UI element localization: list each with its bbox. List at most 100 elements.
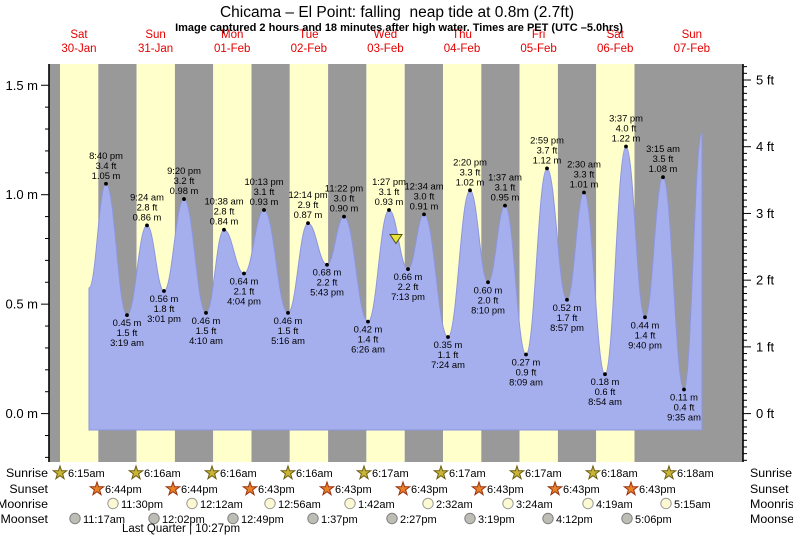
sunset-time: 6:43pm — [411, 484, 448, 496]
moonrise-time: 4:19am — [596, 499, 633, 511]
right-tick-label: 1 ft — [756, 339, 774, 354]
tide-high-dot — [145, 223, 149, 228]
sunset-time: 6:43pm — [335, 484, 372, 496]
tide-low-label: 3:01 pm — [147, 313, 181, 324]
left-tick-label: 1.0 m — [5, 187, 38, 202]
tide-low-label: 1.7 ft — [557, 312, 578, 323]
moonrise-time: 2:32am — [436, 499, 473, 511]
tide-low-dot — [565, 297, 569, 302]
moonrise-circle — [582, 497, 594, 510]
tide-low-label: 8:09 am — [509, 376, 543, 387]
sunset-time: 6:43pm — [258, 484, 295, 496]
tide-high-label: 3.1 ft — [254, 186, 275, 197]
day-name-label: Sat — [607, 29, 625, 41]
tide-high-dot — [468, 188, 472, 193]
sunrise-caption-right: Sunrise — [750, 466, 792, 480]
moonset-caption-right: Moonset — [750, 512, 793, 526]
day-date-label: 07-Feb — [674, 43, 710, 55]
tide-high-label: 12:14 pm — [288, 189, 327, 200]
moonset-time: 11:17am — [83, 514, 125, 526]
night-band — [49, 64, 60, 462]
tide-high-label: 3.2 ft — [174, 175, 195, 186]
tide-high-dot — [503, 203, 507, 208]
tide-low-label: 0.60 m — [474, 284, 503, 295]
chart-subtitle: Image captured 2 hours and 18 minutes af… — [175, 22, 623, 34]
tide-low-label: 6:26 am — [351, 344, 385, 355]
day-date-label: 31-Jan — [138, 43, 173, 55]
right-tick-label: 4 ft — [756, 139, 774, 154]
day-name-label: Sun — [145, 29, 165, 41]
day-name-label: Tue — [299, 29, 318, 41]
tide-low-label: 0.68 m — [313, 267, 342, 278]
tide-low-label: 0.35 m — [434, 339, 463, 350]
right-tick-label: 0 ft — [756, 406, 774, 421]
tide-low-dot — [242, 271, 246, 276]
tide-high-label: 1:27 pm — [372, 176, 406, 187]
sunrise-star — [584, 464, 602, 480]
day-date-label: 30-Jan — [61, 43, 96, 55]
day-date-label: 01-Feb — [214, 43, 250, 55]
tide-low-label: 1.5 ft — [196, 325, 217, 336]
sunset-star — [394, 480, 412, 496]
tide-low-label: 8:10 pm — [471, 304, 505, 315]
tide-high-label: 2.8 ft — [137, 201, 158, 212]
moonset-circle — [621, 512, 633, 525]
tide-high-dot — [222, 227, 226, 232]
tide-high-dot — [387, 208, 391, 212]
sunrise-time: 6:15am — [68, 468, 105, 480]
left-tick-label: 1.5 m — [5, 78, 38, 93]
tide-low-dot — [524, 352, 528, 357]
tide-high-label: 10:13 pm — [244, 176, 283, 187]
moonrise-time: 5:15am — [674, 499, 711, 511]
moonset-time: 4:12pm — [556, 514, 593, 526]
moonrise-caption-right: Moonrise — [750, 497, 793, 511]
sunset-time: 6:43pm — [487, 484, 524, 496]
moonrise-circle — [344, 497, 356, 510]
moonset-circle — [148, 512, 160, 525]
tide-high-label: 0.98 m — [170, 185, 199, 196]
tide-high-label: 3:15 am — [646, 143, 680, 154]
sunrise-time: 6:16am — [144, 468, 181, 480]
sunrise-star — [508, 464, 526, 480]
tide-high-label: 3.5 ft — [653, 153, 674, 164]
moonrise-time: 11:30pm — [121, 499, 163, 511]
day-date-label: 02-Feb — [291, 43, 327, 55]
tide-low-label: 0.4 ft — [674, 402, 695, 413]
day-labels-layer: Sat 30-Jan Sun 31-Jan Mon 01-Feb Tue 02-Feb Wed 0… — [61, 29, 710, 55]
day-name-label: Wed — [374, 29, 397, 41]
tide-low-label: 0.11 m — [670, 392, 698, 403]
tide-low-label: 0.46 m — [192, 315, 221, 326]
day-date-label: 03-Feb — [367, 43, 403, 55]
moonset-circle — [69, 512, 81, 525]
tide-low-dot — [446, 335, 450, 339]
sunrise-star — [432, 464, 450, 480]
sunset-star — [470, 480, 488, 496]
tide-high-dot — [182, 197, 186, 201]
tide-low-label: 2.2 ft — [398, 281, 419, 292]
moonrise-circle — [422, 497, 434, 510]
chart-title: Chicama – El Point: falling neap tide at… — [220, 4, 574, 21]
tide-high-label: 3.0 ft — [334, 193, 355, 204]
astro-rows-layer: 6:15am 6:16am 6:16am 6:16am 6:17am 6:17am 6:17… — [51, 464, 714, 526]
tide-low-label: 4:04 pm — [227, 296, 261, 307]
tide-low-dot — [204, 311, 208, 315]
tide-low-label: 0.42 m — [354, 324, 383, 335]
sunrise-star — [355, 464, 373, 480]
moonrise-time: 3:24am — [516, 499, 553, 511]
tide-high-label: 3.0 ft — [414, 190, 435, 201]
tide-high-label: 1:37 am — [488, 172, 522, 183]
tide-high-label: 4.0 ft — [616, 123, 637, 134]
sunrise-time: 6:18am — [677, 468, 714, 480]
moonset-circle — [227, 512, 239, 525]
sunrise-star — [660, 464, 678, 480]
sunrise-star — [203, 464, 221, 480]
tide-low-label: 5:43 pm — [310, 287, 344, 298]
tide-low-label: 0.56 m — [150, 293, 179, 304]
tide-high-label: 2:30 am — [567, 159, 601, 170]
moonrise-time: 12:12am — [200, 499, 243, 511]
moonset-time: 3:19pm — [478, 514, 515, 526]
tide-high-label: 0.84 m — [210, 216, 239, 227]
tide-high-label: 0.91 m — [410, 200, 439, 211]
moonrise-circle — [264, 497, 276, 510]
tide-low-label: 2.1 ft — [234, 286, 255, 297]
